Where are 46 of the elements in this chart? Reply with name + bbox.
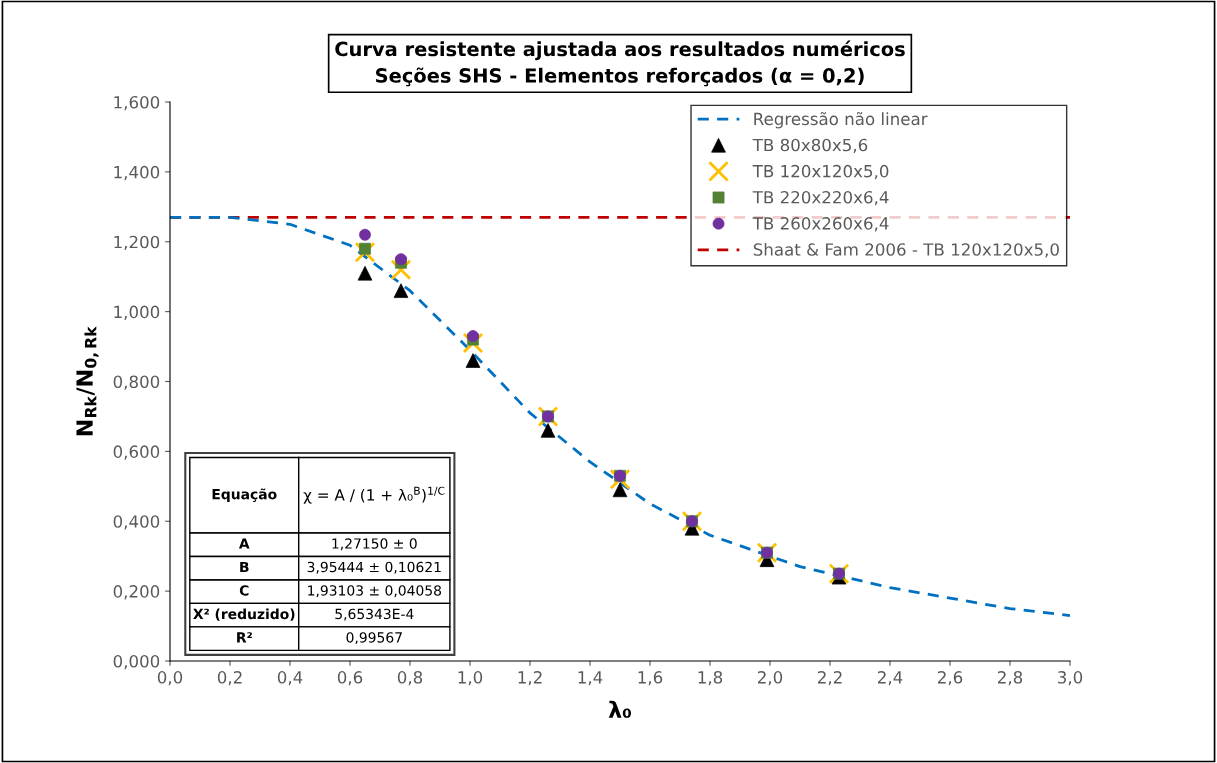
x-tick-label: 1,2 <box>518 671 542 686</box>
legend-label: TB 120x120x5,0 <box>752 164 889 180</box>
y-tick-label: 1,200 <box>114 235 160 251</box>
x-tick-label: 1,6 <box>638 671 663 686</box>
x-tick-label: 0,0 <box>157 671 183 686</box>
annotation: 1,27150 ± 0 <box>332 538 417 551</box>
x-tick-label: 0,8 <box>397 671 423 686</box>
x-tick-label: 0,4 <box>277 671 303 686</box>
annotation: A <box>238 538 250 549</box>
annotation: 1,93103 ± 0,04058 <box>308 585 442 598</box>
x-tick-label: 1,8 <box>698 671 723 686</box>
legend-label: TB 80x80x5,6 <box>752 138 868 154</box>
legend-label: TB 220x220x6,4 <box>752 190 889 206</box>
x-tick-label: 2,0 <box>757 671 783 686</box>
legend-label: TB 260x260x6,4 <box>752 217 889 232</box>
chart-title: Curva resistente ajustada aos resultados numéricos Seções SHS - Elementos reforçados (α = 0,2) <box>335 40 905 87</box>
x-tick-label: 2,6 <box>937 671 963 686</box>
x-tick-label: 2,4 <box>877 671 903 686</box>
y-tick-label: 0,600 <box>113 445 160 460</box>
annotation: C <box>239 585 249 596</box>
x-tick-label: 1,0 <box>458 671 483 686</box>
y-tick-label: 0,200 <box>113 585 160 600</box>
x-tick-label: 1,4 <box>578 671 603 686</box>
y-tick-label: 1,400 <box>114 165 160 181</box>
y-tick-label: 0,400 <box>113 515 160 530</box>
annotation: Equação <box>212 488 277 503</box>
y-tick-label: 1,600 <box>114 95 160 111</box>
annotation: B <box>240 561 249 573</box>
y-tick-label: 0,000 <box>113 654 160 670</box>
annotation: R² <box>237 632 252 643</box>
legend-label: Shaat & Fam 2006 - TB 120x120x5,0 <box>753 242 1059 258</box>
y-axis-title: N$_{Rk}$/N$_{0,Rk}$ <box>76 326 99 436</box>
annotation: 3,95444 ± 0,10621 <box>307 561 441 574</box>
annotation: X² (reduzido) <box>193 608 295 621</box>
x-tick-label: 2,8 <box>997 671 1023 686</box>
annotation: 0,99567 <box>346 632 402 645</box>
legend-label: Regressão não linear <box>754 112 928 129</box>
x-tick-label: 3,0 <box>1058 671 1083 686</box>
annotation: χ = A / (1 + λ₀$^{B}$)$^{1/C}$ <box>303 486 445 504</box>
annotation: 5,65343E-4 <box>335 608 414 621</box>
y-tick-label: 1,000 <box>114 305 160 320</box>
x-tick-label: 2,2 <box>817 671 842 686</box>
x-axis-title: λ₀ <box>608 700 632 718</box>
x-tick-label: 0,6 <box>337 671 363 686</box>
y-tick-label: 0,800 <box>113 375 160 390</box>
x-tick-label: 0,2 <box>217 671 242 686</box>
